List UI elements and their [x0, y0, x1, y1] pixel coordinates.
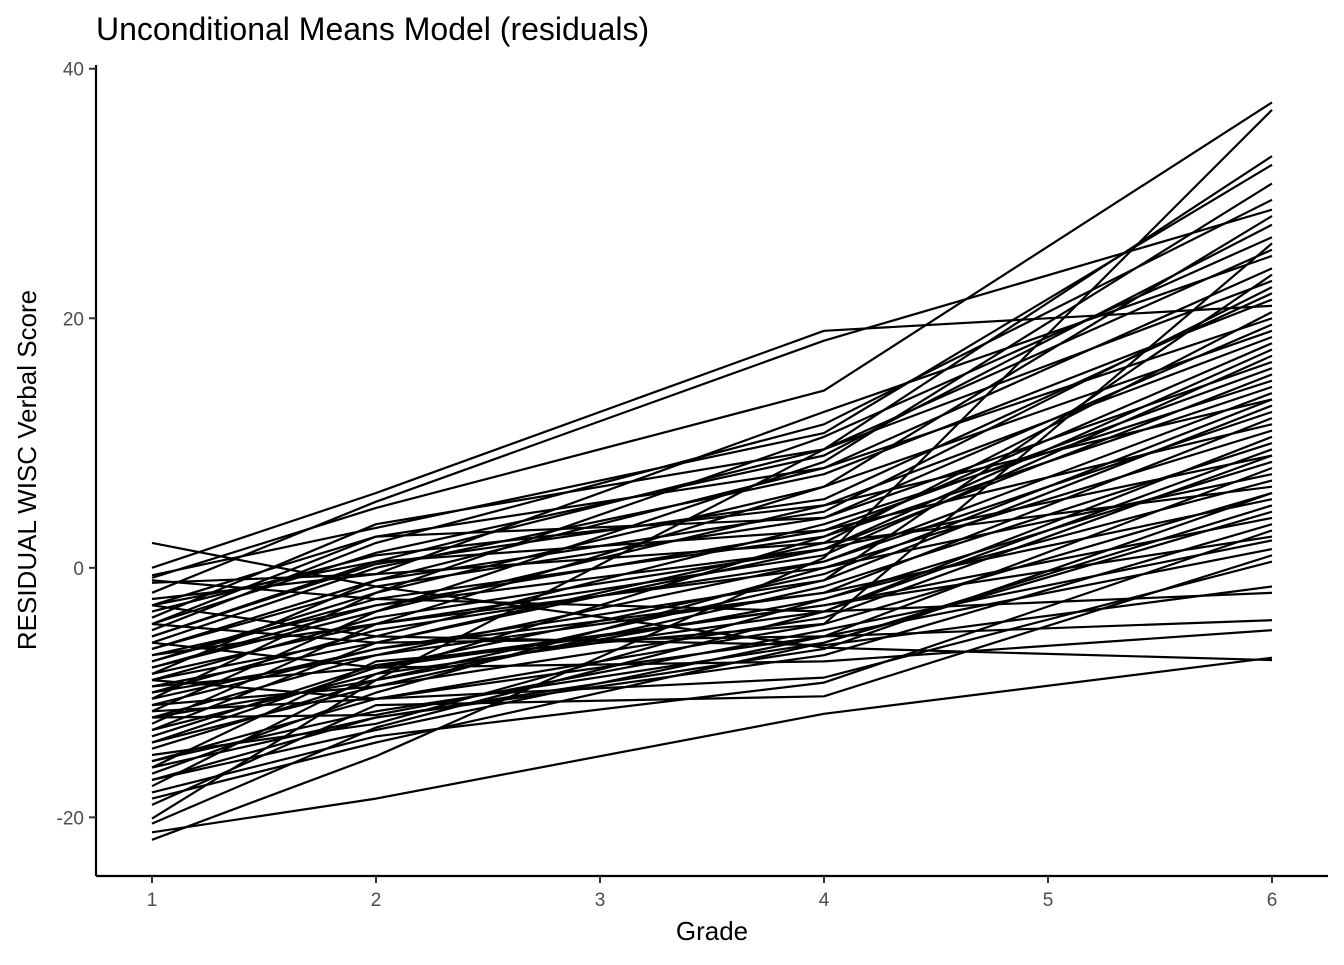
series-line	[151, 279, 1273, 638]
series-line	[151, 329, 1273, 663]
series-line	[151, 223, 1273, 626]
series-line	[151, 379, 1273, 682]
series-line	[151, 267, 1273, 607]
x-tick-label: 6	[1267, 890, 1278, 911]
y-tick-label: 40	[63, 60, 84, 81]
series-line	[151, 311, 1273, 688]
series-lines	[151, 101, 1273, 841]
series-line	[151, 429, 1273, 775]
series-line	[151, 473, 1273, 675]
y-tick-label: -20	[57, 808, 84, 829]
series-line	[151, 423, 1273, 607]
series-line	[151, 585, 1273, 647]
x-tick-label: 3	[595, 890, 606, 911]
series-line	[151, 208, 1273, 594]
x-tick-label: 2	[371, 890, 382, 911]
series-line	[151, 460, 1273, 719]
y-axis-title: RESIDUAL WISC Verbal Score	[12, 290, 42, 650]
series-line	[151, 163, 1273, 577]
series-line	[151, 548, 1273, 781]
series-line	[151, 535, 1273, 688]
series-line	[151, 454, 1273, 657]
series-line	[151, 254, 1273, 584]
series-line	[151, 516, 1273, 738]
x-tick-label: 1	[147, 890, 158, 911]
series-line	[151, 529, 1273, 794]
series-line	[151, 510, 1273, 763]
chart-title: Unconditional Means Model (residuals)	[96, 11, 649, 47]
series-line	[151, 236, 1273, 700]
y-axis-ticks: -20 0 20 40	[57, 60, 96, 829]
series-line	[151, 155, 1273, 820]
x-axis-title: Grade	[676, 916, 748, 946]
x-tick-label: 5	[1043, 890, 1054, 911]
series-line	[151, 304, 1273, 569]
series-line	[151, 560, 1273, 700]
series-line	[151, 656, 1273, 834]
x-axis-ticks: 1 2 3 4 5 6	[147, 876, 1278, 911]
series-line	[151, 385, 1273, 788]
series-line	[151, 539, 1273, 719]
series-line	[151, 491, 1273, 713]
series-line	[151, 298, 1273, 644]
x-tick-label: 4	[819, 890, 830, 911]
series-line	[151, 504, 1273, 800]
series-line	[151, 629, 1273, 669]
series-line	[151, 317, 1273, 650]
series-line	[151, 498, 1273, 700]
series-line	[151, 101, 1273, 579]
series-line	[151, 523, 1273, 769]
y-tick-label: 0	[73, 559, 84, 580]
series-line	[151, 554, 1273, 806]
series-line	[151, 360, 1273, 626]
series-line	[151, 292, 1273, 638]
y-tick-label: 20	[63, 309, 84, 330]
series-line	[151, 541, 1273, 662]
series-line	[151, 248, 1273, 619]
series-line	[151, 182, 1273, 713]
series-line	[151, 335, 1273, 669]
